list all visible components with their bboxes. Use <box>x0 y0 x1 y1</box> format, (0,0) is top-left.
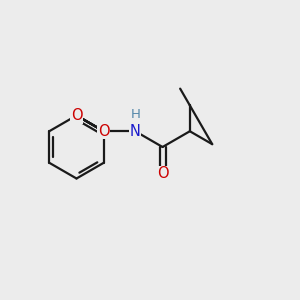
Text: H: H <box>130 108 140 121</box>
Text: O: O <box>157 166 168 181</box>
Text: O: O <box>71 108 82 123</box>
Text: O: O <box>98 124 110 139</box>
Text: N: N <box>130 124 141 139</box>
